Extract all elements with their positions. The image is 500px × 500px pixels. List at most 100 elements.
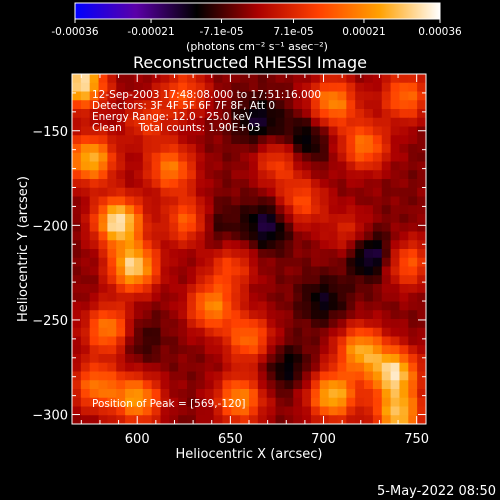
heatmap-cell [116,152,126,163]
heatmap-cell [310,257,321,268]
heatmap-cell [151,415,162,424]
heatmap-cell [133,275,144,285]
heatmap-cell [80,327,91,338]
heatmap-cell [390,144,401,154]
heatmap-cell [293,292,303,303]
heatmap-cell [222,240,232,250]
heatmap-cell [222,109,232,119]
heatmap-cell [408,319,418,329]
heatmap-cell [257,249,268,259]
heatmap-cell [231,415,241,424]
heatmap-cell [381,109,392,119]
heatmap-cell [293,222,303,233]
heatmap-cell [133,266,144,276]
heatmap-cell [116,327,126,338]
heatmap-cell [231,161,241,171]
x-tick-label: 750 [404,432,429,447]
heatmap-cell [390,362,401,373]
heatmap-cell [328,249,339,259]
heatmap-cell [142,301,153,311]
heatmap-cell [249,354,259,364]
heatmap-cell [107,257,117,268]
heatmap-cell [169,371,179,381]
heatmap-cell [284,371,294,381]
heatmap-cell [337,135,347,145]
heatmap-cell [310,117,321,128]
heatmap-cell [381,144,392,154]
heatmap-cell [116,345,126,355]
heatmap-cell [142,179,153,189]
heatmap-cell [249,126,259,136]
heatmap-cell [390,310,401,320]
heatmap-cell [98,292,108,303]
heatmap-cell [107,222,117,233]
heatmap-cell [266,231,277,241]
heatmap-cell [213,275,224,285]
heatmap-cell [302,126,312,136]
heatmap-cell [72,231,82,241]
heatmap-cell [417,240,426,250]
heatmap-cell [399,380,409,390]
heatmap-cell [284,284,294,294]
heatmap-cell [240,310,250,320]
heatmap-cell [355,135,365,145]
heatmap-cell [408,222,418,233]
heatmap-cell [266,327,277,338]
heatmap-cell [169,126,179,136]
heatmap-cell [408,397,418,408]
heatmap-cell [257,135,268,145]
heatmap-cell [275,406,285,416]
heatmap-cell [169,100,179,110]
colorbar-ticks: -0.00036 -0.00021 -7.1e-05 7.1e-05 0.00021 0.… [51,19,462,38]
heatmap-cell [80,257,91,268]
heatmap-cell [328,152,339,163]
heatmap-cell [213,187,224,198]
heatmap-cell [319,397,330,408]
heatmap-cell [178,284,188,294]
detectors-text: Detectors: 3F 4F 5F 6F 7F 8F, Att 0 [92,100,275,112]
heatmap-cell [240,100,250,110]
heatmap-cell [302,319,312,329]
heatmap-cell [364,257,374,268]
heatmap-cell [125,214,135,224]
heatmap-cell [107,310,117,320]
heatmap-cell [346,100,356,110]
heatmap-cell [346,161,356,171]
heatmap-cell [417,292,426,303]
heatmap-cell [213,266,224,276]
heatmap-cell [240,266,250,276]
heatmap-cell [390,231,401,241]
heatmap-cell [169,249,179,259]
heatmap-cell [346,222,356,233]
heatmap-cell [390,345,401,355]
heatmap-cell [195,222,206,233]
heatmap-cell [417,310,426,320]
heatmap-cell [337,389,347,399]
heatmap-cell [72,152,82,163]
heatmap-cell [142,161,153,171]
heatmap-cell [213,249,224,259]
heatmap-cell [310,100,321,110]
heatmap-cell [293,406,303,416]
heatmap-cell [231,327,241,338]
heatmap-cell [372,284,383,294]
heatmap-cell [328,327,339,338]
heatmap-cell [257,275,268,285]
heatmap-cell [151,170,162,180]
heatmap-cell [151,292,162,303]
heatmap-cell [133,319,144,329]
heatmap-cell [319,126,330,136]
heatmap-cell [116,319,126,329]
heatmap-cell [125,240,135,250]
heatmap-cell [346,292,356,303]
heatmap-cell [328,231,339,241]
heatmap-cell [107,284,117,294]
heatmap-cell [89,284,100,294]
heatmap-cell [116,275,126,285]
heatmap-cell [381,179,392,189]
heatmap-cell [160,170,170,180]
heatmap-cell [213,336,224,346]
heatmap-cell [319,354,330,364]
heatmap-cell [98,161,108,171]
heatmap-cell [337,187,347,198]
